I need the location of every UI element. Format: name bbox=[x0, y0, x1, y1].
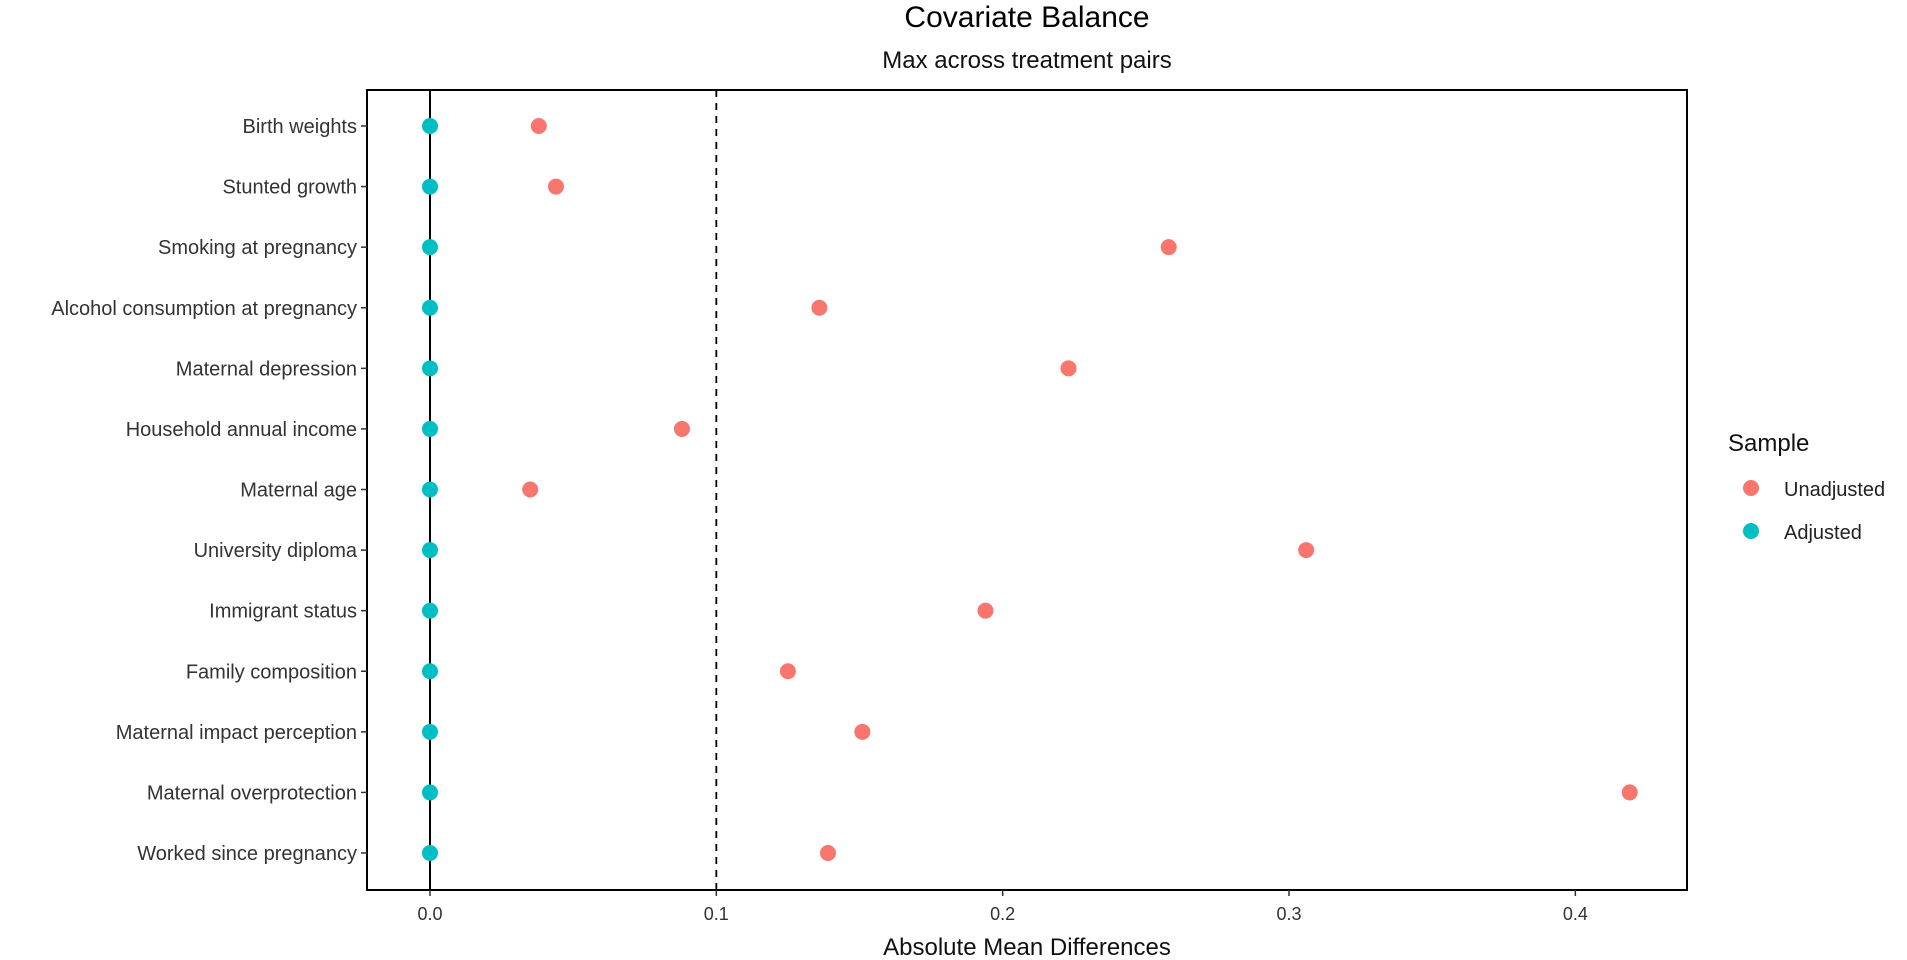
point-adjusted-11 bbox=[421, 784, 438, 801]
x-axis-title: Absolute Mean Differences bbox=[883, 934, 1171, 960]
legend-label-unadjusted: Unadjusted bbox=[1784, 479, 1885, 501]
point-adjusted-1 bbox=[421, 178, 438, 195]
legend-key-unadjusted bbox=[1743, 480, 1759, 496]
point-unadjusted-8 bbox=[977, 602, 994, 619]
point-unadjusted-6 bbox=[522, 481, 539, 498]
x-axis-ticks: 0.0 0.1 0.2 0.3 0.4 bbox=[417, 890, 1588, 924]
y-label-family-composition: Family composition bbox=[186, 661, 357, 683]
point-adjusted-12 bbox=[421, 845, 438, 861]
x-tick-label: 0.2 bbox=[990, 904, 1015, 924]
y-label-stunted-growth: Stunted growth bbox=[222, 177, 357, 199]
point-adjusted-4 bbox=[421, 360, 438, 377]
y-label-birth-weights: Birth weights bbox=[243, 116, 358, 138]
point-unadjusted-1 bbox=[547, 178, 564, 195]
legend: Sample Unadjusted Adjusted bbox=[1728, 430, 1885, 544]
point-unadjusted-0 bbox=[530, 118, 547, 134]
point-adjusted-0 bbox=[421, 118, 438, 134]
y-label-household-annual-income: Household annual income bbox=[126, 419, 357, 441]
plot-panel-border bbox=[366, 89, 1688, 891]
y-label-university-diploma: University diploma bbox=[194, 540, 358, 562]
chart-subtitle: Max across treatment pairs bbox=[882, 47, 1171, 74]
y-axis-labels: Birth weights Stunted growth Smoking at pr… bbox=[51, 116, 358, 865]
point-unadjusted-2 bbox=[1160, 239, 1177, 256]
y-label-maternal-impact-perception: Maternal impact perception bbox=[116, 722, 357, 744]
legend-key-adjusted bbox=[1743, 523, 1759, 539]
y-label-maternal-overprotection: Maternal overprotection bbox=[147, 782, 357, 804]
y-label-alcohol-consumption-at-pregnancy: Alcohol consumption at pregnancy bbox=[51, 298, 357, 320]
y-label-maternal-age: Maternal age bbox=[240, 480, 357, 502]
point-unadjusted-12 bbox=[819, 845, 836, 861]
y-label-maternal-depression: Maternal depression bbox=[176, 358, 357, 380]
x-tick-label: 0.0 bbox=[417, 904, 442, 924]
point-adjusted-2 bbox=[421, 239, 438, 256]
point-adjusted-9 bbox=[421, 663, 438, 680]
data-points bbox=[421, 118, 1638, 861]
point-unadjusted-10 bbox=[854, 723, 871, 740]
y-axis-ticks bbox=[361, 125, 367, 854]
legend-title: Sample bbox=[1728, 430, 1809, 457]
point-unadjusted-11 bbox=[1621, 784, 1638, 801]
legend-label-adjusted: Adjusted bbox=[1784, 522, 1862, 544]
y-label-smoking-at-pregnancy: Smoking at pregnancy bbox=[158, 237, 357, 259]
point-adjusted-5 bbox=[421, 420, 438, 437]
point-unadjusted-7 bbox=[1298, 542, 1315, 559]
point-adjusted-3 bbox=[421, 299, 438, 316]
y-label-worked-since-pregnancy: Worked since pregnancy bbox=[137, 843, 357, 865]
point-unadjusted-4 bbox=[1060, 360, 1077, 377]
x-tick-label: 0.1 bbox=[704, 904, 729, 924]
point-adjusted-10 bbox=[421, 723, 438, 740]
point-unadjusted-3 bbox=[811, 299, 828, 316]
point-adjusted-7 bbox=[421, 542, 438, 559]
point-adjusted-6 bbox=[421, 481, 438, 498]
point-adjusted-8 bbox=[421, 602, 438, 619]
y-label-immigrant-status: Immigrant status bbox=[209, 601, 357, 623]
point-unadjusted-9 bbox=[779, 663, 796, 680]
x-tick-label: 0.4 bbox=[1563, 904, 1588, 924]
x-tick-label: 0.3 bbox=[1276, 904, 1301, 924]
chart-title: Covariate Balance bbox=[904, 1, 1149, 34]
point-unadjusted-5 bbox=[673, 420, 690, 437]
